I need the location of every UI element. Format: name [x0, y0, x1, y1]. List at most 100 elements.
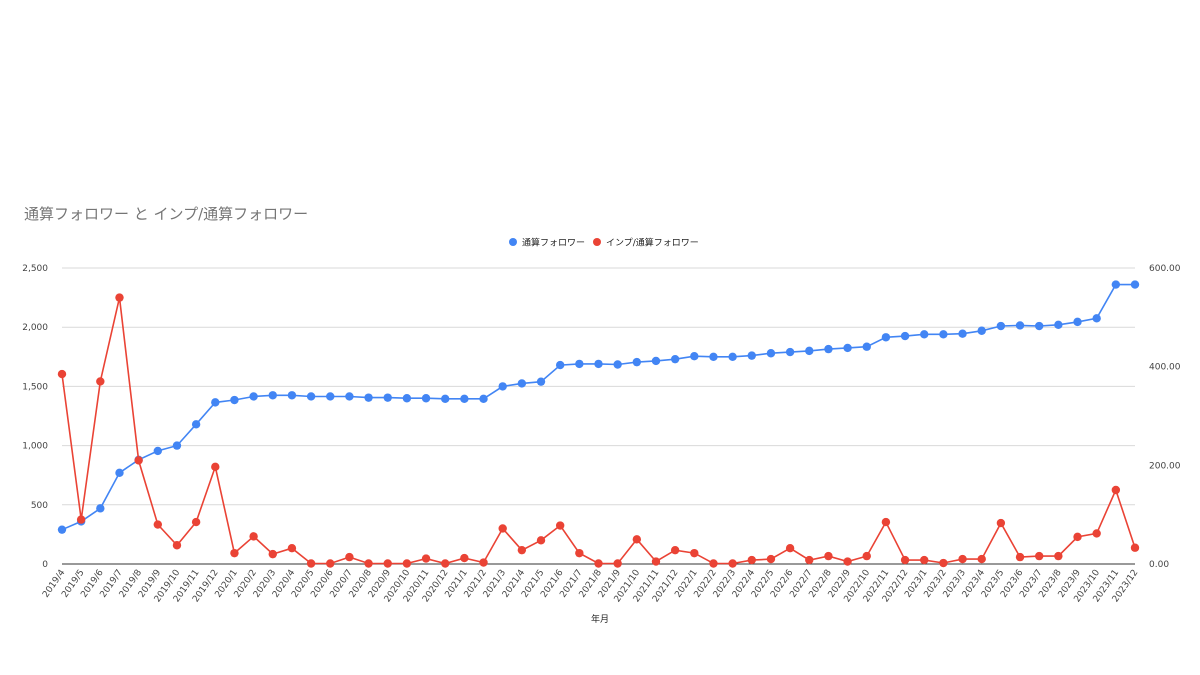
data-point [1111, 280, 1121, 289]
x-axis-title: 年月 [591, 613, 609, 625]
data-point [517, 379, 527, 388]
data-point [460, 394, 469, 404]
data-point [172, 441, 182, 450]
data-point [383, 559, 392, 568]
data-point [76, 515, 86, 524]
data-point [402, 394, 412, 403]
data-point [249, 392, 258, 401]
data-point [728, 559, 737, 568]
data-point [824, 551, 833, 561]
data-point [345, 552, 354, 562]
data-point [306, 392, 316, 401]
data-point [670, 354, 680, 364]
data-point [172, 541, 182, 550]
data-point [613, 360, 622, 369]
data-point [57, 525, 67, 534]
data-point [690, 548, 699, 558]
left-tick-label: 2,500 [22, 264, 48, 274]
data-point [115, 293, 124, 302]
data-point [766, 349, 776, 358]
data-point [479, 558, 488, 567]
data-point [766, 554, 776, 564]
left-tick-label: 2,000 [22, 323, 48, 333]
data-point [191, 517, 201, 527]
data-point [1073, 317, 1082, 327]
data-point [670, 545, 680, 555]
data-point [958, 329, 967, 338]
grid-lines [62, 267, 1135, 565]
data-point [421, 394, 431, 403]
data-point [230, 548, 239, 558]
data-point [421, 554, 431, 563]
data-point [632, 535, 642, 544]
data-point [460, 553, 469, 563]
data-point [1015, 552, 1025, 562]
data-point [785, 544, 795, 553]
data-point [479, 394, 488, 404]
data-point [594, 559, 603, 568]
data-point [96, 504, 105, 513]
data-point [498, 524, 507, 533]
series-line [61, 297, 1136, 565]
data-point [115, 468, 124, 478]
series-1 [57, 293, 1140, 568]
left-tick-label: 0 [42, 560, 48, 570]
right-tick-label: 200.00 [1149, 461, 1181, 471]
data-point [728, 352, 737, 361]
data-point [153, 520, 163, 529]
data-point [632, 357, 642, 367]
data-point [1130, 543, 1140, 552]
data-point [843, 343, 852, 353]
data-point [1092, 529, 1101, 538]
data-point [594, 359, 603, 369]
data-point [996, 321, 1006, 331]
data-point [785, 347, 795, 357]
data-point [939, 330, 948, 339]
legend-label-followers: 通算フォロワー [522, 237, 585, 249]
left-tick-label: 1,500 [22, 382, 48, 392]
data-point [383, 393, 392, 402]
data-point [326, 559, 335, 568]
data-point [287, 391, 297, 400]
data-point [958, 554, 967, 564]
right-axis-ticks: 0.00 200.00 400.00 600.00 [1149, 264, 1181, 570]
data-point [651, 356, 661, 366]
data-point [843, 557, 852, 566]
data-point [191, 420, 201, 429]
left-tick-label: 500 [31, 501, 48, 511]
data-point [690, 352, 699, 361]
data-point [575, 548, 584, 558]
series-line [61, 283, 1135, 531]
data-point [805, 555, 814, 565]
data-point [555, 360, 565, 370]
data-point [306, 559, 316, 568]
data-point [977, 554, 986, 564]
data-point [211, 398, 220, 407]
data-point [364, 393, 373, 402]
data-point [555, 521, 565, 530]
data-point [536, 536, 546, 545]
data-point [613, 559, 622, 568]
data-point [441, 394, 450, 404]
data-point [268, 391, 277, 400]
data-point [287, 544, 297, 553]
data-point [881, 517, 891, 527]
data-point [402, 559, 412, 568]
data-point [326, 392, 335, 401]
data-point [1054, 320, 1063, 330]
right-tick-label: 400.00 [1149, 363, 1181, 373]
data-point [805, 346, 814, 356]
data-point [900, 331, 910, 341]
data-point [57, 369, 67, 379]
data-point [441, 559, 450, 568]
data-point [230, 395, 239, 405]
data-point [1034, 321, 1044, 331]
data-point [996, 518, 1006, 528]
legend-marker-imp-ratio [593, 238, 601, 246]
legend-marker-followers [509, 238, 517, 246]
series-layer [57, 280, 1140, 568]
left-tick-label: 1,000 [22, 442, 48, 452]
data-point [1130, 280, 1140, 289]
data-point [920, 555, 929, 565]
data-point [1073, 532, 1082, 542]
